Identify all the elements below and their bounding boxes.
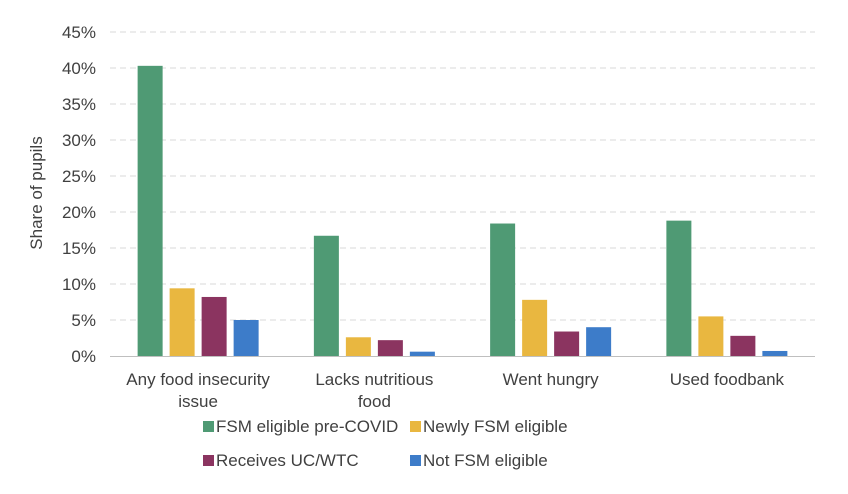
y-tick-label: 25% [62, 167, 96, 186]
y-tick-label: 30% [62, 131, 96, 150]
bar [233, 320, 259, 356]
y-tick-label: 40% [62, 59, 96, 78]
bar [169, 288, 195, 356]
bar [345, 337, 371, 356]
y-tick-label: 45% [62, 23, 96, 42]
x-category-label: Any food insecurity [126, 370, 270, 389]
bar [666, 220, 692, 356]
bar [201, 296, 227, 356]
y-axis-title: Share of pupils [27, 136, 46, 249]
x-category-label: Went hungry [503, 370, 600, 389]
x-category-label: food [358, 392, 391, 411]
bar [698, 316, 724, 356]
legend-swatch [203, 455, 214, 466]
legend-swatch [203, 421, 214, 432]
x-category-label: Lacks nutritious [315, 370, 433, 389]
legend-label: FSM eligible pre-COVID [216, 417, 398, 436]
y-tick-label: 15% [62, 239, 96, 258]
y-tick-label: 20% [62, 203, 96, 222]
x-category-label: issue [178, 392, 218, 411]
bar [554, 331, 580, 356]
legend: FSM eligible pre-COVID Newly FSM eligible… [203, 417, 568, 470]
bar [730, 335, 756, 356]
y-axis-ticks: 0% 5% 10% 15% 20% 25% 30% 35% 40% 45% [62, 23, 96, 366]
bar [522, 299, 548, 356]
bar [313, 235, 339, 356]
y-tick-label: 35% [62, 95, 96, 114]
y-tick-label: 10% [62, 275, 96, 294]
bar [586, 327, 612, 356]
x-axis-categories: Any food insecurity issue Lacks nutritious… [126, 370, 784, 411]
y-tick-label: 5% [71, 311, 96, 330]
bar [490, 223, 516, 356]
bar [409, 351, 435, 356]
y-tick-label: 0% [71, 347, 96, 366]
legend-label: Newly FSM eligible [423, 417, 568, 436]
bar [377, 340, 403, 356]
bars [137, 65, 788, 356]
bar [137, 65, 163, 356]
x-category-label: Used foodbank [670, 370, 785, 389]
legend-label: Not FSM eligible [423, 451, 548, 470]
bar [762, 350, 788, 356]
legend-swatch [410, 455, 421, 466]
gridlines [110, 31, 815, 321]
legend-label: Receives UC/WTC [216, 451, 359, 470]
legend-swatch [410, 421, 421, 432]
